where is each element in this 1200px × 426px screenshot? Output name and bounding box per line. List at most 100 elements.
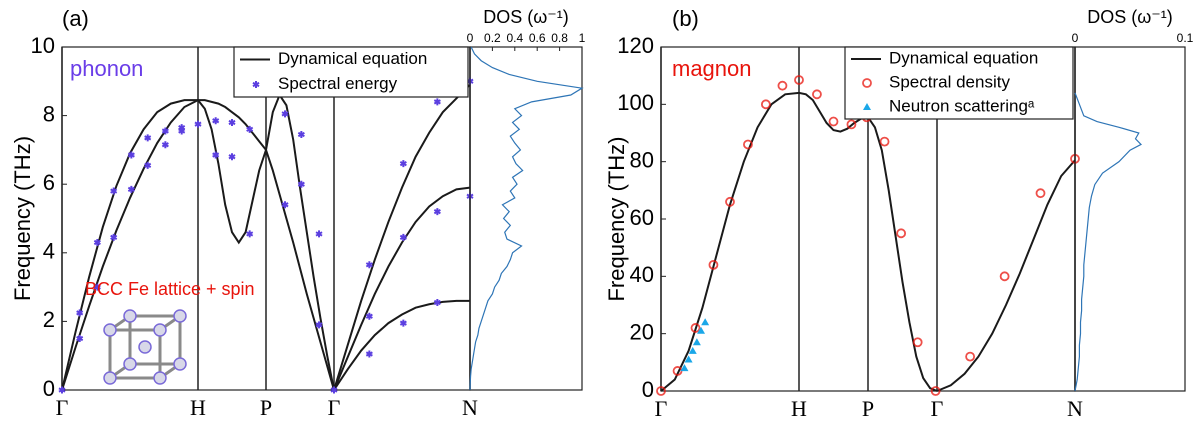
marker-star [178,127,186,135]
atom [173,309,187,323]
dispersion-line [198,99,267,151]
x-tick-label: 0.8 [551,31,568,45]
y-tick-label: 0 [642,377,654,402]
atom [173,357,187,371]
annotation: BCC Fe lattice + spin [85,279,255,299]
x-tick-label: P [260,395,272,420]
dispersion-line [61,99,199,391]
legend-label: Dynamical equation [278,49,427,68]
marker-circle [794,75,804,85]
marker-circle [743,139,753,150]
dispersion-line [265,149,335,391]
marker-triangle [692,338,701,346]
marker-star [399,160,407,168]
y-tick-label: 10 [31,33,55,58]
marker-circle [912,337,923,348]
marker-circle [846,119,857,130]
dispersion-line [197,99,267,245]
x-tick-label: 0.4 [506,31,523,45]
marker-circle [708,259,719,270]
marker-star [315,321,323,329]
marker-star [127,185,135,193]
dos-line [469,46,584,391]
y-tick-label: 4 [43,239,55,264]
marker-star [297,180,305,188]
marker-circle [879,136,890,147]
annotation: (a) [62,6,89,31]
marker-triangle [697,326,706,334]
x-tick-label: H [190,395,206,420]
marker-circle [725,196,735,207]
marker-star [144,161,152,169]
x-tick-label: Γ [655,396,668,421]
atom [123,357,137,371]
marker-star [76,335,84,343]
plot-frame [469,46,583,391]
x-tick-label: Γ [931,396,944,421]
axis-label: DOS (ω⁻¹) [483,7,569,27]
marker-star [212,151,220,159]
x-tick-label: H [791,396,807,421]
marker-star [433,208,441,216]
dispersion-line [660,91,800,392]
marker-star [281,110,289,118]
marker-star [58,386,66,394]
dispersion-line [265,92,335,391]
atom [138,340,152,354]
dispersion-line [333,186,471,391]
marker-star [76,309,84,317]
x-tick-label: 0.2 [484,31,501,45]
x-tick-label: 0.1 [1177,31,1194,45]
y-tick-label: 6 [43,170,55,195]
marker-circle [656,386,666,396]
axis-label: Frequency (THz) [10,136,35,301]
x-tick-label: 0 [467,31,474,45]
marker-star [110,187,118,195]
y-tick-label: 0 [43,376,55,401]
atom [103,371,117,385]
legend-label: Spectral energy [278,74,398,93]
atom [153,323,167,337]
marker-star [365,261,373,269]
marker-star [127,151,135,159]
annotation: (b) [672,6,699,31]
axis-label: DOS (ω⁻¹) [1087,7,1173,27]
x-tick-label: N [462,395,478,420]
marker-star [315,230,323,238]
marker-star [246,230,254,238]
marker-star [399,319,407,327]
marker-circle [862,78,872,88]
annotation: phonon [70,56,143,81]
x-tick-label: 1 [579,31,586,45]
y-tick-label: 120 [617,33,654,58]
marker-star [246,125,254,133]
marker-circle [896,228,907,239]
annotation: magnon [672,56,752,81]
marker-triangle [863,103,871,110]
x-tick-label: 0 [1072,31,1079,45]
marker-star [161,127,169,135]
x-tick-label: P [862,396,874,421]
legend-box [233,46,469,98]
y-tick-label: 60 [630,205,654,230]
atom [123,309,137,323]
marker-star [433,299,441,307]
legend-label: Dynamical equation [889,48,1038,67]
marker-circle [965,351,976,362]
legend-box [844,46,1074,120]
marker-circle [999,271,1010,282]
marker-star [144,134,152,142]
y-tick-label: 20 [630,319,654,344]
marker-triangle [684,355,693,363]
marker-star [365,350,373,358]
marker-star [228,118,236,126]
marker-triangle [688,346,697,354]
y-tick-label: 2 [43,307,55,332]
y-tick-label: 100 [617,90,654,115]
marker-star [281,201,289,209]
x-tick-label: Γ [56,395,69,420]
marker-circle [930,386,941,396]
dos-line [1074,92,1142,392]
marker-star [297,130,305,138]
